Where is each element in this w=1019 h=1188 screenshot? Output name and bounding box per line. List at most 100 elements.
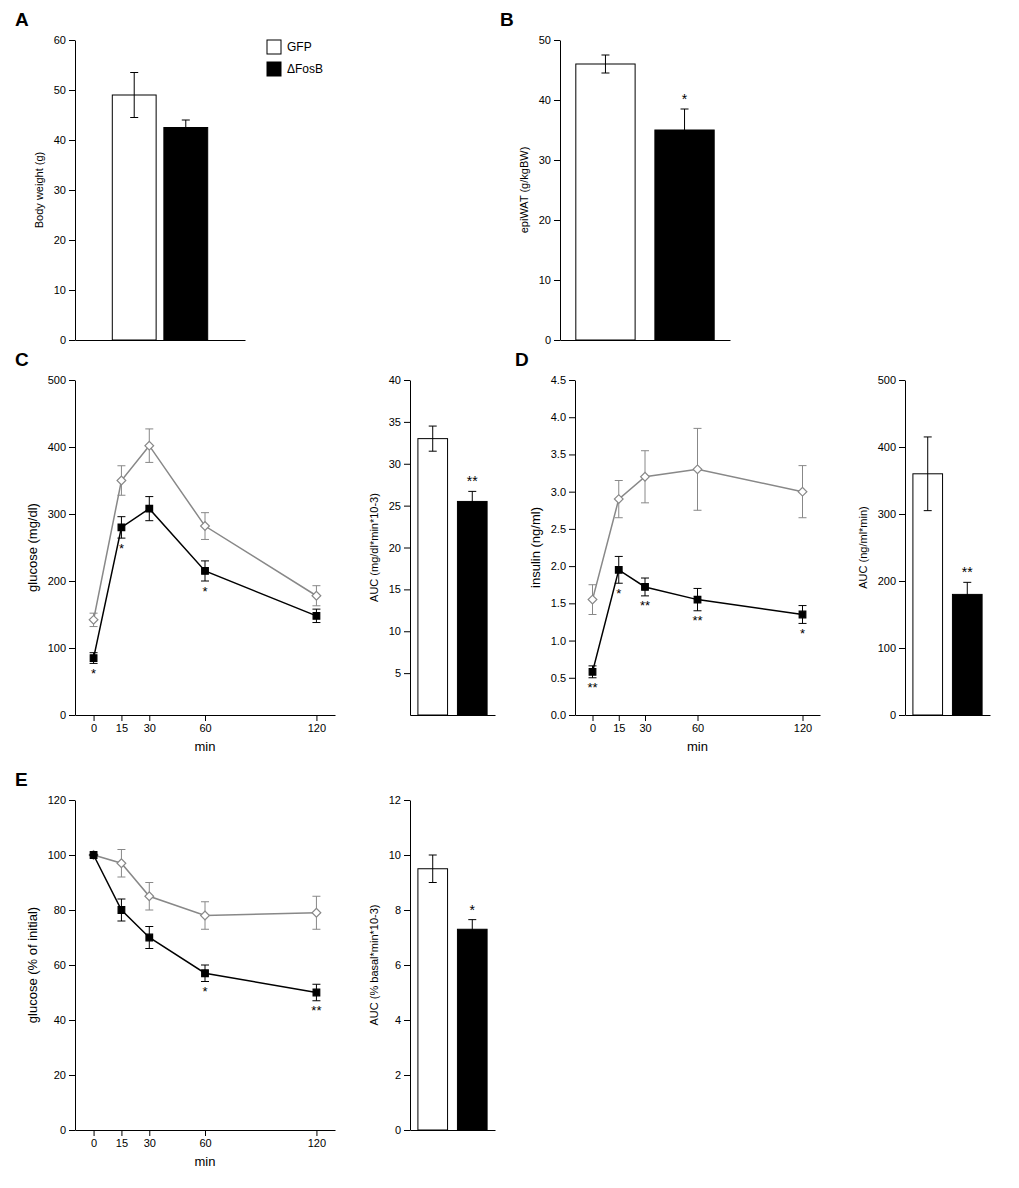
panel-label: D <box>515 349 529 370</box>
legend-item: GFP <box>267 40 312 54</box>
x-tick-label: 120 <box>308 1137 326 1149</box>
x-tick-mark <box>803 715 804 721</box>
plot-area <box>89 850 321 1001</box>
y-tick: 0 <box>60 1124 75 1136</box>
y-tick-label: 30 <box>389 458 401 470</box>
y-tick-mark <box>69 380 75 381</box>
y-tick-label: 400 <box>48 441 66 453</box>
x-tick-mark <box>619 715 620 721</box>
panel-label: A <box>15 9 29 30</box>
y-tick-mark <box>554 100 560 101</box>
bar <box>418 869 448 1130</box>
error-bar-cap <box>468 938 476 939</box>
y-tick: 15 <box>389 583 410 595</box>
y-tick: 0 <box>890 709 905 721</box>
marker <box>118 524 125 531</box>
bar <box>112 95 156 340</box>
y-tick-label: 400 <box>878 441 896 453</box>
y-tick-label: 20 <box>539 214 551 226</box>
error-bar-cap <box>90 613 98 614</box>
series <box>589 556 807 677</box>
y-tick-label: 6 <box>395 959 401 971</box>
y-tick: 120 <box>48 794 75 806</box>
y-tick: 400 <box>878 441 905 453</box>
y-axis-line <box>75 41 76 341</box>
error-bar-cap <box>117 849 125 850</box>
error-bar-cap <box>117 516 125 517</box>
y-tick: 50 <box>54 84 75 96</box>
panel: 01020304050epiWAT (g/kgBW)*B <box>500 9 731 346</box>
series <box>90 497 321 664</box>
error-bar-cap <box>589 677 597 678</box>
x-tick: 30 <box>639 715 651 734</box>
y-axis-line <box>75 801 76 1131</box>
error-bar <box>145 927 153 949</box>
error-bar-cap <box>429 426 437 427</box>
y-tick-mark <box>569 678 575 679</box>
y-axis-line <box>905 381 906 716</box>
y-tick: 100 <box>48 849 75 861</box>
error-bar <box>117 517 125 538</box>
y-tick-label: 50 <box>539 34 551 46</box>
y-tick-label: 2 <box>395 1069 401 1081</box>
y-tick-mark <box>569 641 575 642</box>
x-tick-mark <box>121 1130 122 1136</box>
y-tick-label: 40 <box>54 1014 66 1026</box>
y-tick-mark <box>554 280 560 281</box>
x-tick: 0 <box>590 715 596 734</box>
error-bar-stem <box>684 109 685 151</box>
y-tick-label: 500 <box>48 374 66 386</box>
error-bar-cap <box>312 896 320 897</box>
error-bar-cap <box>145 520 153 521</box>
error-bar-cap <box>601 55 609 56</box>
error-bar-cap <box>145 910 153 911</box>
marker <box>313 613 320 620</box>
error-bar-cap <box>130 72 138 73</box>
significance-label: ** <box>467 473 478 489</box>
y-tick-mark <box>69 90 75 91</box>
y-tick-label: 300 <box>878 508 896 520</box>
y-tick: 100 <box>48 642 75 654</box>
y-tick-label: 2.5 <box>551 523 566 535</box>
error-bar-cap <box>312 609 320 610</box>
error-bar <box>145 429 153 463</box>
y-tick-mark <box>69 1130 75 1131</box>
marker <box>118 907 125 914</box>
marker <box>693 465 702 474</box>
y-axis: 0100200300400500 <box>878 374 906 721</box>
y-tick-mark <box>69 514 75 515</box>
error-bar-cap <box>429 882 437 883</box>
y-axis-line <box>75 381 76 716</box>
y-tick-mark <box>404 855 410 856</box>
x-tick: 15 <box>116 1130 128 1149</box>
y-axis: 0102030405060 <box>54 34 76 346</box>
marker <box>312 591 321 600</box>
x-tick: 0 <box>91 1130 97 1149</box>
y-tick: 300 <box>878 508 905 520</box>
error-bar <box>145 497 153 521</box>
line <box>94 855 317 916</box>
x-tick-label: 0 <box>91 722 97 734</box>
error-bar <box>201 561 209 581</box>
error-bar <box>201 965 209 982</box>
significance-label: ** <box>311 1003 321 1018</box>
y-tick: 80 <box>54 904 75 916</box>
x-tick-mark <box>698 715 699 721</box>
error-bar-cap <box>641 450 649 451</box>
error-bar-cap <box>641 595 649 596</box>
x-axis <box>906 715 991 716</box>
panel: 0102030405060Body weight (g)GFPΔFosBA <box>15 9 323 346</box>
error-bar-cap <box>924 436 932 437</box>
error-bar-stem <box>134 73 135 118</box>
x-tick-label: 0 <box>590 722 596 734</box>
marker <box>145 441 154 450</box>
error-bar <box>312 984 320 1001</box>
error-bar-cap <box>201 929 209 930</box>
panel: 510152025303540AUC (mg/dl*min*10-3)** <box>368 374 495 715</box>
y-tick-label: 0 <box>60 709 66 721</box>
y-tick-mark <box>404 548 410 549</box>
marker <box>615 567 622 574</box>
y-tick-label: 35 <box>389 416 401 428</box>
x-tick: 30 <box>144 715 156 734</box>
y-tick-mark <box>69 40 75 41</box>
